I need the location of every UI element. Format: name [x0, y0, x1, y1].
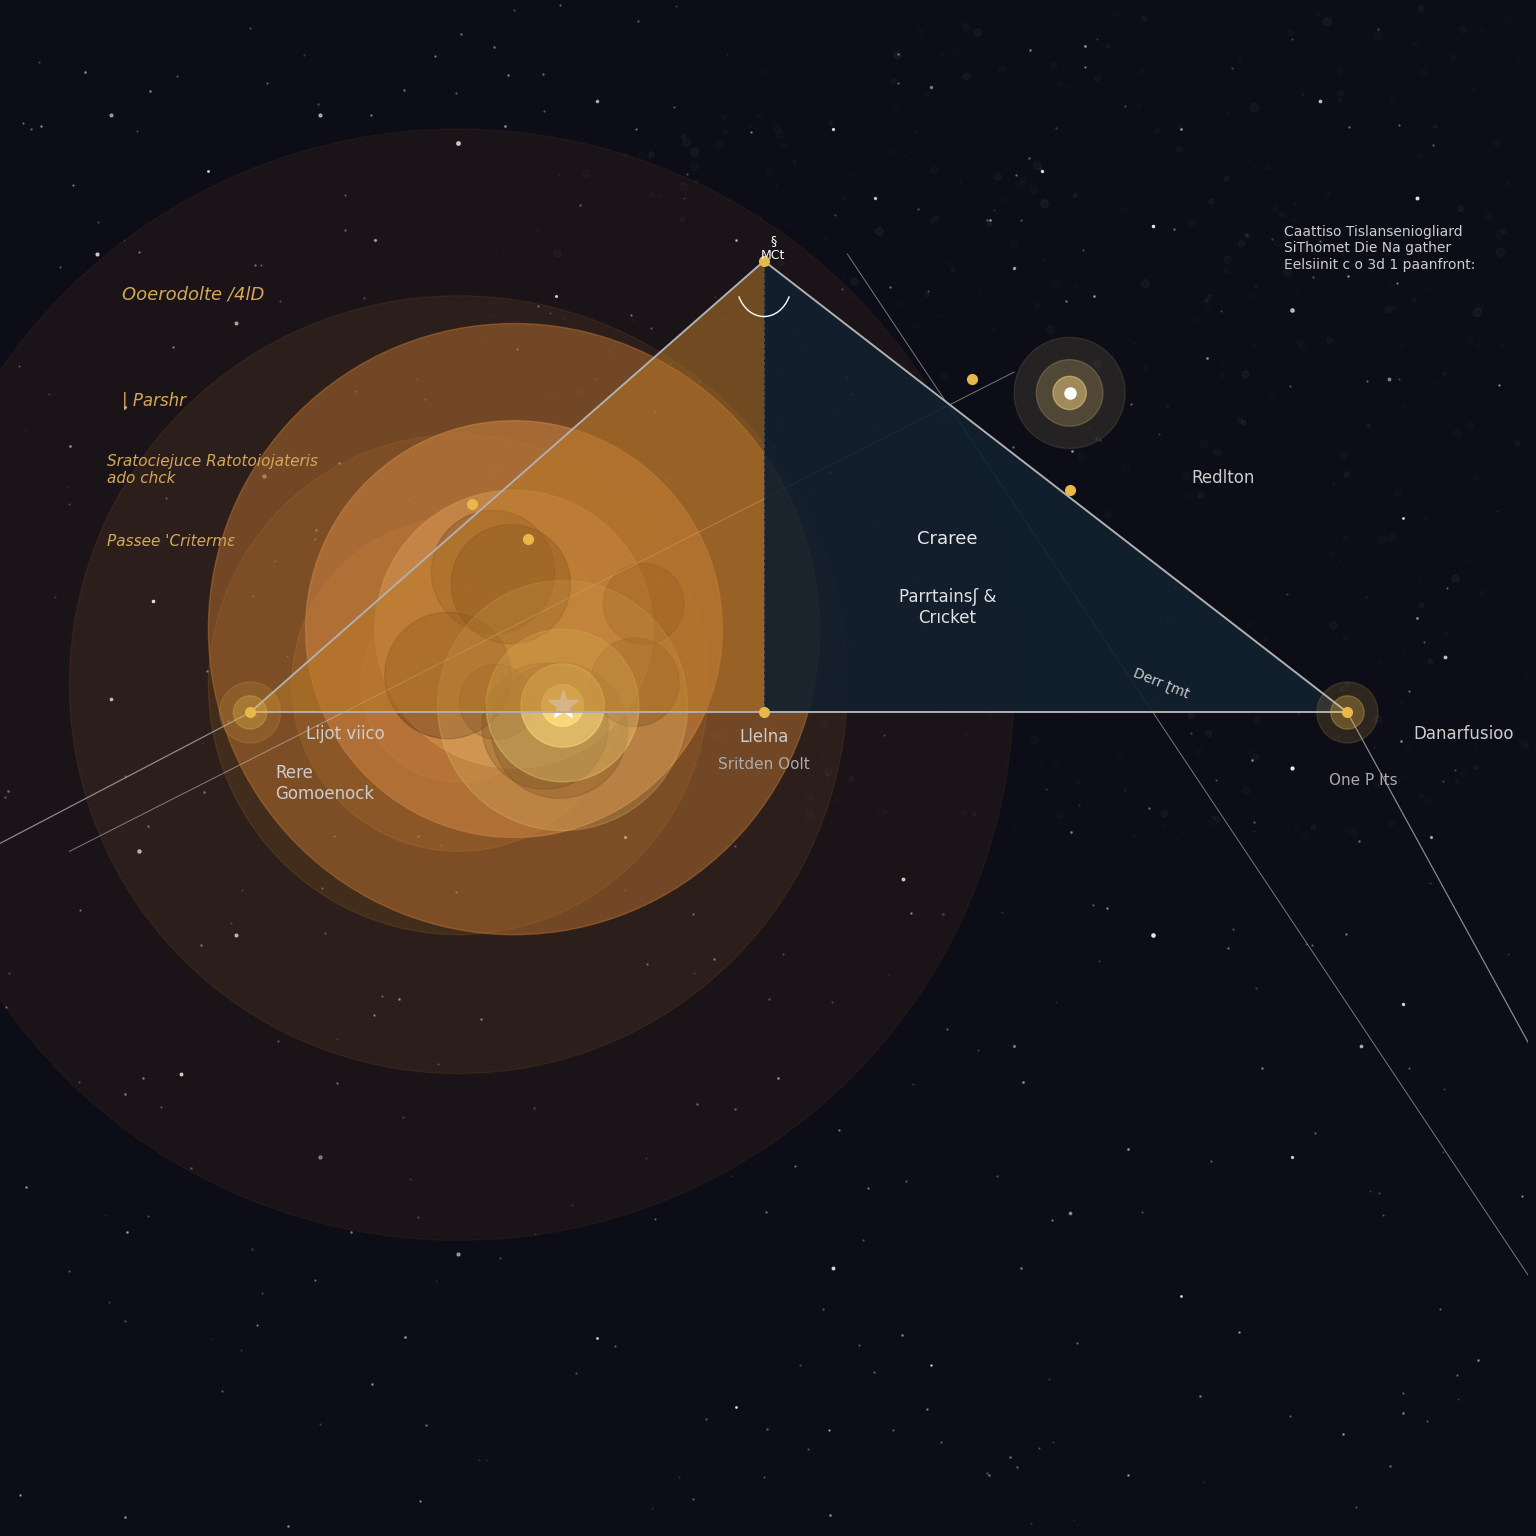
Circle shape — [432, 510, 554, 634]
Text: Parrtainsʃ &
Crıcket: Parrtainsʃ & Crıcket — [899, 588, 995, 627]
Text: Derr ʈmt: Derr ʈmt — [1130, 667, 1192, 702]
Text: Redlton: Redlton — [1192, 468, 1255, 487]
Circle shape — [306, 421, 722, 837]
Circle shape — [591, 637, 679, 727]
Circle shape — [0, 129, 1014, 1240]
Circle shape — [492, 662, 627, 799]
Circle shape — [487, 630, 639, 782]
Text: Sratociejuce Ratotoiojateris
ado chck: Sratociejuce Ratotoiojateris ado chck — [108, 453, 318, 487]
Circle shape — [1316, 682, 1378, 743]
Circle shape — [604, 564, 684, 644]
Circle shape — [69, 296, 848, 1074]
Circle shape — [438, 581, 688, 831]
Circle shape — [482, 664, 608, 790]
Circle shape — [209, 435, 708, 935]
Circle shape — [292, 518, 625, 851]
Polygon shape — [250, 261, 763, 713]
Circle shape — [459, 664, 535, 739]
Circle shape — [375, 490, 653, 768]
Circle shape — [1037, 359, 1103, 427]
Circle shape — [452, 524, 570, 644]
Circle shape — [220, 682, 281, 743]
Circle shape — [361, 587, 556, 782]
Text: Craree: Craree — [917, 530, 977, 548]
Text: Rere
Gomoenock: Rere Gomoenock — [275, 763, 375, 803]
Text: §
MCt: § MCt — [760, 235, 785, 263]
Circle shape — [1054, 376, 1086, 410]
Text: | Parshr: | Parshr — [123, 392, 186, 410]
Circle shape — [1014, 338, 1126, 449]
Circle shape — [1330, 696, 1364, 730]
Text: Danarfusioo: Danarfusioo — [1413, 725, 1514, 743]
Text: Sritden Oolt: Sritden Oolt — [719, 757, 809, 773]
Circle shape — [384, 613, 511, 739]
Circle shape — [233, 696, 267, 730]
Text: Ooerodolte /4lD: Ooerodolte /4lD — [123, 286, 264, 303]
Circle shape — [521, 664, 604, 746]
Text: Passee 'Critermε: Passee 'Critermε — [108, 535, 235, 550]
Circle shape — [209, 324, 820, 935]
Text: Llelna: Llelna — [739, 728, 788, 746]
Text: Caattiso Tislanseniogliard
SiThomet Die Na gather
Eelsiinit c o 3d 1 paanfront:: Caattiso Tislanseniogliard SiThomet Die … — [1284, 226, 1475, 272]
Text: One P Its: One P Its — [1329, 773, 1398, 788]
Polygon shape — [763, 261, 1347, 713]
Circle shape — [542, 685, 584, 727]
Text: Lijot viico: Lijot viico — [306, 725, 384, 743]
